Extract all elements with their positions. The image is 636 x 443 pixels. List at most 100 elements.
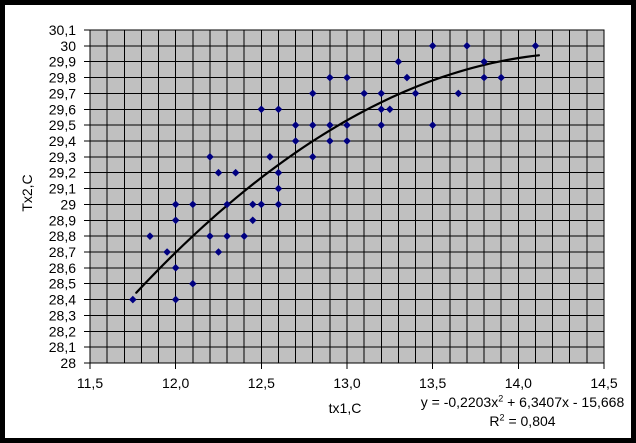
y-tick-label: 29,9 <box>49 54 76 70</box>
y-tick-label: 29,1 <box>49 181 76 197</box>
scatter-point <box>274 168 283 177</box>
r-squared-value: R2 = 0,804 <box>385 412 636 431</box>
scatter-point <box>343 73 351 82</box>
scatter-point <box>343 121 351 129</box>
scatter-point <box>189 200 197 209</box>
scatter-point <box>377 89 386 98</box>
y-tick-label: 28,9 <box>49 212 76 228</box>
scatter-point <box>146 232 154 240</box>
scatter-point <box>274 184 283 193</box>
scatter-point <box>343 137 351 145</box>
trendline-label: y = -0,2203x2 + 6,3407x - 15,668 R2 = 0,… <box>385 393 636 431</box>
scatter-point <box>394 57 403 66</box>
scatter-point <box>308 89 317 98</box>
x-tick-label: 14,5 <box>590 375 617 391</box>
y-tick-label: 30 <box>60 38 76 54</box>
data-points <box>129 42 540 304</box>
scatter-point <box>248 216 257 225</box>
scatter-point <box>171 295 180 304</box>
x-axis-title: tx1,C <box>328 400 362 416</box>
scatter-point <box>223 200 231 209</box>
equation-prefix: y = -0,2203x <box>420 394 499 410</box>
y-tick-label: 28,2 <box>49 323 76 339</box>
scatter-point <box>266 153 274 161</box>
equation-superscript: 2 <box>498 393 504 404</box>
y-tick-label: 28,3 <box>49 307 76 323</box>
scatter-point <box>163 248 171 256</box>
scatter-point <box>463 42 471 50</box>
scatter-point <box>231 168 240 177</box>
scatter-point <box>411 89 420 98</box>
r-squared-suffix: = 0,804 <box>504 413 556 429</box>
y-tick-label: 29,8 <box>49 70 76 86</box>
y-tick-label: 29 <box>60 196 76 212</box>
y-tick-label: 28,1 <box>49 339 76 355</box>
scatter-point <box>214 248 223 256</box>
scatter-point <box>386 105 394 114</box>
y-tick-label: 28,7 <box>49 244 76 260</box>
scatter-point <box>480 57 488 66</box>
scatter-point <box>326 137 334 145</box>
scatter-point <box>129 295 137 304</box>
equation-suffix: + 6,3407x - 15,668 <box>503 394 625 410</box>
x-tick-label: 12,5 <box>248 375 275 391</box>
scatter-point <box>428 121 437 129</box>
x-tick-label: 12,0 <box>162 375 189 391</box>
scatter-point <box>360 89 368 98</box>
y-tick-label: 28,6 <box>49 260 76 276</box>
x-tick-label: 14,0 <box>505 375 532 391</box>
y-tick-label: 28,8 <box>49 228 76 244</box>
scatter-point <box>480 73 488 82</box>
x-tick-labels: 11,5 12,0 12,5 13,0 13,5 14,0 14,5 <box>77 375 618 391</box>
y-tick-label: 29,3 <box>49 149 76 165</box>
r-squared-superscript: 2 <box>499 412 505 423</box>
r-squared-prefix: R <box>489 413 500 429</box>
x-tick-label: 13,0 <box>333 375 360 391</box>
scatter-point <box>454 89 463 98</box>
y-tick-label: 29,7 <box>49 85 76 101</box>
y-tick-label: 28,4 <box>49 292 76 308</box>
y-tick-label: 28 <box>60 355 76 371</box>
scatter-point <box>291 121 300 129</box>
axis-ticks <box>84 29 605 369</box>
x-tick-label: 13,5 <box>419 375 446 391</box>
scatter-point <box>497 73 505 82</box>
scatter-point <box>248 200 257 209</box>
scatter-point <box>428 42 437 50</box>
scatter-point <box>257 105 266 114</box>
scatter-point <box>257 200 266 209</box>
y-tick-label: 29,5 <box>49 117 76 133</box>
scatter-point <box>308 121 317 129</box>
scatter-point <box>171 216 180 225</box>
scatter-point <box>274 200 283 209</box>
scatter-point <box>189 279 197 288</box>
scatter-point <box>223 232 231 240</box>
y-tick-label: 29,2 <box>49 165 76 181</box>
trendline-curve <box>135 54 540 294</box>
y-axis-title: Tx2,C <box>19 174 35 212</box>
y-tick-label: 29,4 <box>49 133 76 149</box>
scatter-point <box>403 73 411 82</box>
scatter-point <box>206 232 214 240</box>
scatter-point <box>308 153 317 161</box>
scatter-point <box>291 137 300 145</box>
scatter-point <box>214 168 223 177</box>
scatter-point <box>274 105 283 114</box>
scatter-point <box>206 153 214 161</box>
scatter-point <box>326 73 334 82</box>
scatter-point <box>171 264 180 272</box>
trendline-equation: y = -0,2203x2 + 6,3407x - 15,668 <box>385 393 636 412</box>
scatter-point <box>377 105 386 114</box>
y-tick-labels: 30,13029,929,829,729,629,529,429,329,229… <box>49 22 76 371</box>
y-tick-label: 29,6 <box>49 101 76 117</box>
y-tick-label: 30,1 <box>49 22 76 38</box>
y-tick-label: 28,5 <box>49 276 76 292</box>
scatter-point <box>240 232 248 240</box>
scatter-point <box>377 121 386 129</box>
scatter-point <box>326 121 334 129</box>
scatter-point <box>171 200 180 209</box>
scatter-point <box>531 42 540 50</box>
x-tick-label: 11,5 <box>77 375 103 391</box>
